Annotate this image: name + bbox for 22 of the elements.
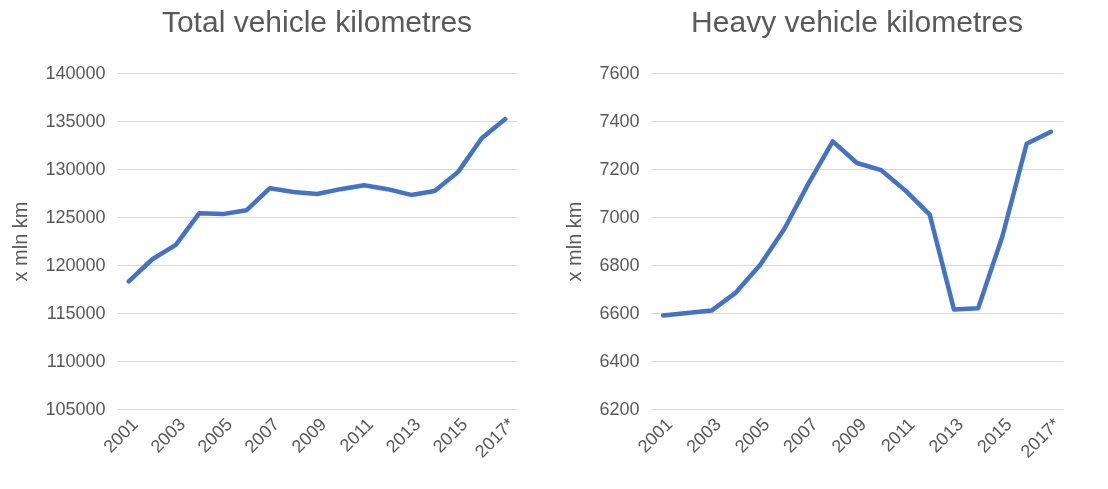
y-tick-label: 105000 bbox=[45, 398, 106, 419]
y-tick-label: 6200 bbox=[599, 398, 640, 419]
y-tick-label: 125000 bbox=[45, 206, 106, 227]
line-series bbox=[660, 129, 1054, 318]
y-tick-label: 115000 bbox=[46, 302, 106, 323]
y-tick-label: 120000 bbox=[45, 254, 106, 275]
y-tick-label: 7600 bbox=[599, 62, 640, 83]
y-tick-label: 140000 bbox=[45, 62, 106, 83]
chart-title: Total vehicle kilometres bbox=[161, 5, 473, 38]
y-tick-label: 7400 bbox=[599, 110, 640, 131]
y-tick-label: 6600 bbox=[599, 302, 640, 323]
y-axis-title: x mln km bbox=[9, 201, 32, 282]
y-tick-label: 130000 bbox=[45, 158, 106, 179]
y-tick-label: 7200 bbox=[599, 158, 640, 179]
chart-title: Heavy vehicle kilometres bbox=[691, 5, 1023, 38]
y-tick-label: 110000 bbox=[46, 350, 106, 371]
y-tick-label: 135000 bbox=[45, 110, 106, 131]
y-axis-title: x mln km bbox=[563, 201, 586, 282]
y-tick-label: 6400 bbox=[599, 350, 640, 371]
y-tick-label: 6800 bbox=[599, 254, 640, 275]
y-tick-label: 7000 bbox=[599, 206, 640, 227]
line-series bbox=[126, 116, 508, 284]
